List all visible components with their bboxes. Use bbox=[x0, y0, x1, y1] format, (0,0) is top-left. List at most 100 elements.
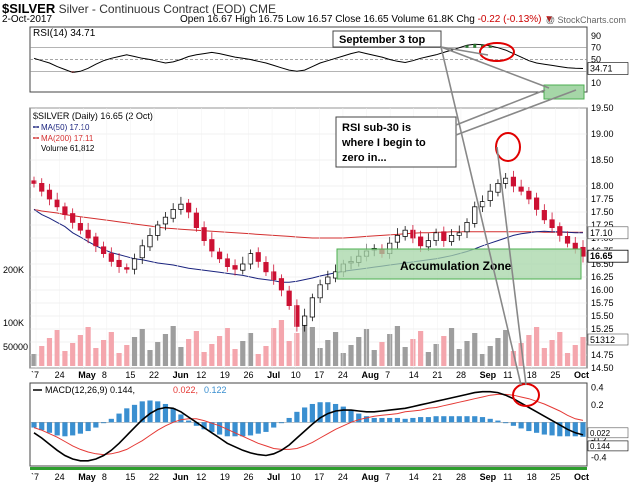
x-tick-label-bottom: 24 bbox=[338, 472, 348, 482]
candle-body bbox=[247, 253, 254, 265]
high-value: 16.75 bbox=[258, 14, 284, 25]
low-value: 16.57 bbox=[307, 14, 333, 25]
candle-body bbox=[139, 245, 145, 259]
price-tick-label: 16.00 bbox=[591, 285, 614, 295]
candle-body bbox=[178, 203, 184, 210]
x-tick-label-bottom: 17 bbox=[314, 472, 324, 482]
x-tick-label: 26 bbox=[243, 370, 253, 380]
x-tick-label: 28 bbox=[456, 370, 466, 380]
macd-right-box-2 bbox=[587, 440, 629, 452]
volume-bar bbox=[247, 333, 254, 366]
macd-histogram-bar bbox=[348, 410, 354, 423]
price-tick-label: 16.25 bbox=[591, 272, 614, 282]
volume-bar bbox=[224, 328, 230, 366]
volume-tick-label: 50000 bbox=[3, 342, 28, 352]
macd-histogram-bar bbox=[487, 418, 493, 423]
volume-bar bbox=[46, 338, 53, 366]
quote-line: Open 16.67 High 16.75 Low 16.57 Close 16… bbox=[180, 14, 554, 25]
candle-body bbox=[410, 229, 416, 239]
price-tick-label: 15.50 bbox=[591, 311, 614, 321]
macd-histogram-bar bbox=[39, 422, 45, 431]
macd-histogram-bar bbox=[85, 422, 91, 432]
price-tick-label: 14.50 bbox=[591, 363, 614, 373]
macd-histogram-bar bbox=[294, 411, 300, 423]
x-tick-label: 7 bbox=[385, 370, 390, 380]
volume-bar bbox=[348, 345, 354, 366]
symbol: $SILVER bbox=[2, 1, 56, 16]
price-tick-label: 18.00 bbox=[591, 181, 614, 191]
macd-histogram-bar bbox=[441, 416, 447, 423]
close-label: Close bbox=[335, 14, 361, 25]
macd-histogram-bar bbox=[363, 416, 370, 423]
candle-body bbox=[263, 262, 269, 273]
macd-histogram-bar bbox=[503, 422, 509, 424]
price-tick-label: 15.75 bbox=[591, 298, 614, 308]
candle-body bbox=[116, 259, 122, 267]
macd-histogram-bar bbox=[371, 417, 377, 423]
macd-right-label-2: 0.144 bbox=[590, 442, 611, 451]
price-tick-label: 14.75 bbox=[591, 350, 614, 360]
candle-body bbox=[572, 242, 578, 249]
macd-histogram-bar bbox=[302, 407, 308, 423]
candle-body bbox=[317, 284, 323, 299]
macd-histogram-bar bbox=[472, 416, 478, 423]
rsi-tick-label: 90 bbox=[591, 31, 601, 41]
volume-bar bbox=[70, 343, 76, 366]
x-tick-label: Oct bbox=[574, 370, 589, 380]
volume-bar bbox=[479, 354, 486, 366]
x-tick-label-bottom: 14 bbox=[409, 472, 419, 482]
volume-label: Volume bbox=[391, 14, 425, 25]
volume-bar bbox=[557, 332, 563, 366]
macd-histogram-bar bbox=[271, 422, 277, 428]
volume-bar bbox=[433, 344, 439, 366]
rsi-legend: RSI(14) 34.71 bbox=[33, 28, 96, 39]
x-tick-label-bottom: Jun bbox=[173, 472, 189, 482]
candle-body bbox=[170, 208, 176, 219]
candle-body bbox=[271, 271, 277, 280]
macd-histogram-bar bbox=[557, 422, 563, 437]
x-tick-label-bottom: 7 bbox=[385, 472, 390, 482]
volume-bar bbox=[487, 346, 493, 366]
volume-bar bbox=[418, 331, 424, 366]
volume-bar bbox=[77, 335, 83, 366]
macd-histogram-bar bbox=[332, 403, 339, 423]
macd-tick-label: 0.4 bbox=[591, 382, 604, 392]
macd-histogram-bar bbox=[170, 408, 176, 423]
volume-bar bbox=[100, 340, 107, 366]
candle-body bbox=[131, 258, 138, 270]
volume-bar bbox=[541, 348, 547, 366]
candle-body bbox=[77, 223, 83, 231]
chg-label: Chg bbox=[456, 14, 475, 25]
price-tick-label: 18.50 bbox=[591, 155, 614, 165]
x-tick-label-bottom: Oct bbox=[574, 472, 589, 482]
macd-histogram-bar bbox=[247, 422, 254, 436]
volume-value-label: 51312 bbox=[590, 335, 615, 345]
candle-body bbox=[418, 236, 424, 247]
volume-bar bbox=[39, 346, 45, 366]
candle-body bbox=[534, 197, 540, 210]
macd-histogram-bar bbox=[418, 417, 424, 423]
candle-body bbox=[549, 219, 555, 229]
volume-bar bbox=[580, 337, 586, 366]
volume-bar bbox=[309, 327, 315, 366]
macd-tick-label: -0.2 bbox=[591, 435, 607, 445]
x-tick-label: 21 bbox=[432, 370, 442, 380]
volume-bar bbox=[271, 328, 277, 366]
candle-body bbox=[441, 231, 447, 241]
volume-bar bbox=[186, 339, 192, 366]
x-tick-label: Sep bbox=[480, 370, 497, 380]
volume-bar bbox=[379, 342, 385, 366]
x-tick-label: `7 bbox=[31, 370, 39, 380]
annotation-connector bbox=[455, 89, 577, 136]
candle-body bbox=[232, 265, 238, 270]
x-tick-label: 24 bbox=[55, 370, 65, 380]
chg-value: -0.22 (-0.13%) bbox=[477, 14, 542, 25]
macd-histogram-bar bbox=[240, 422, 246, 437]
x-tick-label-bottom: 12 bbox=[196, 472, 206, 482]
close-value-label: 16.65 bbox=[590, 251, 613, 261]
macd-histogram-bar bbox=[394, 417, 401, 423]
volume-bar bbox=[54, 330, 60, 366]
macd-histogram-bar bbox=[309, 403, 315, 423]
x-tick-label-bottom: 19 bbox=[220, 472, 230, 482]
candle-body bbox=[46, 189, 53, 200]
